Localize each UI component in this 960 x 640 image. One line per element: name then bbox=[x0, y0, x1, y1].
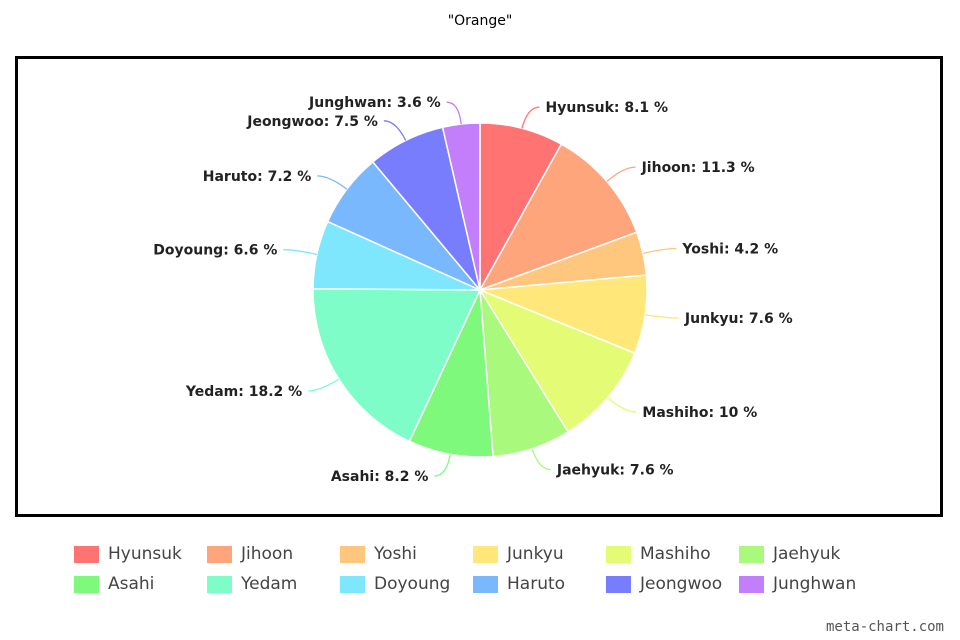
legend-label: Haruto bbox=[507, 574, 566, 594]
legend-label: Jeongwoo bbox=[640, 574, 723, 594]
legend-item-jaehyuk[interactable]: Jaehyuk bbox=[725, 543, 858, 565]
slice-label-junkyu: Junkyu: 7.6 % bbox=[684, 311, 793, 327]
legend-item-jihoon[interactable]: Jihoon bbox=[193, 543, 326, 565]
slice-label-yoshi: Yoshi: 4.2 % bbox=[681, 242, 778, 258]
leader-line-mashiho bbox=[607, 397, 637, 413]
leader-lines bbox=[283, 101, 679, 477]
legend-swatch bbox=[739, 545, 764, 563]
legend-swatch bbox=[473, 575, 498, 593]
slice-label-junghwan: Junghwan: 3.6 % bbox=[308, 95, 441, 111]
leader-line-jeongwoo bbox=[383, 120, 407, 141]
legend-swatch bbox=[207, 545, 232, 563]
legend-label: Jihoon bbox=[241, 544, 294, 564]
legend-item-doyoung[interactable]: Doyoung bbox=[326, 573, 459, 595]
legend-swatch bbox=[606, 545, 631, 563]
slice-labels: Hyunsuk: 8.1 % Jihoon: 11.3 % Yoshi: 4.2 %… bbox=[153, 95, 792, 485]
legend-swatch bbox=[473, 545, 498, 563]
legend-label: Doyoung bbox=[374, 574, 451, 594]
slice-label-doyoung: Doyoung: 6.6 % bbox=[153, 243, 277, 259]
pie-slices bbox=[312, 122, 648, 458]
legend-item-hyunsuk[interactable]: Hyunsuk bbox=[60, 543, 193, 565]
leader-line-haruto bbox=[317, 175, 348, 190]
watermark: meta-chart.com bbox=[825, 619, 944, 635]
legend-swatch bbox=[340, 545, 365, 563]
legend-item-junkyu[interactable]: Junkyu bbox=[459, 543, 592, 565]
legend-item-mashiho[interactable]: Mashiho bbox=[592, 543, 725, 565]
legend-label: Asahi bbox=[108, 574, 155, 594]
slice-label-haruto: Haruto: 7.2 % bbox=[203, 169, 312, 185]
legend-item-jeongwoo[interactable]: Jeongwoo bbox=[592, 573, 725, 595]
legend-label: Hyunsuk bbox=[108, 544, 182, 564]
chart-frame bbox=[15, 56, 943, 517]
leader-line-jaehyuk bbox=[531, 448, 551, 471]
legend-label: Yedam bbox=[241, 574, 298, 594]
legend-swatch bbox=[207, 575, 232, 593]
legend-label: Yoshi bbox=[374, 544, 417, 564]
legend-swatch bbox=[739, 575, 764, 593]
slice-label-mashiho: Mashiho: 10 % bbox=[642, 405, 757, 421]
slice-label-jihoon: Jihoon: 11.3 % bbox=[641, 160, 755, 176]
leader-line-doyoung bbox=[283, 249, 317, 256]
slice-label-yedam: Yedam: 18.2 % bbox=[185, 384, 302, 400]
leader-line-yedam bbox=[308, 378, 340, 392]
legend-label: Junghwan bbox=[773, 574, 857, 594]
legend-label: Junkyu bbox=[507, 544, 564, 564]
slice-label-asahi: Asahi: 8.2 % bbox=[331, 469, 429, 485]
legend-label: Mashiho bbox=[640, 544, 711, 564]
legend-swatch bbox=[74, 575, 99, 593]
legend-item-junghwan[interactable]: Junghwan bbox=[725, 573, 858, 595]
legend-item-asahi[interactable]: Asahi bbox=[60, 573, 193, 595]
slice-label-jaehyuk: Jaehyuk: 7.6 % bbox=[556, 463, 674, 479]
slice-label-hyunsuk: Hyunsuk: 8.1 % bbox=[546, 100, 669, 116]
pie-slice-jihoon bbox=[478, 143, 638, 292]
chart-title: "Orange" bbox=[447, 13, 513, 29]
leader-line-yoshi bbox=[642, 247, 677, 255]
pie-slice-mashiho bbox=[478, 288, 636, 433]
legend-item-yedam[interactable]: Yedam bbox=[193, 573, 326, 595]
leader-line-junkyu bbox=[645, 314, 679, 319]
legend: Hyunsuk Jihoon Yoshi Junkyu Mashiho Jaehyuk As… bbox=[60, 543, 920, 595]
legend-item-haruto[interactable]: Haruto bbox=[459, 573, 592, 595]
pie-slice-yedam bbox=[312, 287, 482, 443]
leader-line-hyunsuk bbox=[521, 106, 540, 129]
legend-swatch bbox=[340, 575, 365, 593]
leader-line-jihoon bbox=[606, 166, 636, 182]
leader-line-junghwan bbox=[446, 101, 462, 125]
leader-line-asahi bbox=[434, 454, 451, 477]
legend-swatch bbox=[606, 575, 631, 593]
legend-swatch bbox=[74, 545, 99, 563]
legend-label: Jaehyuk bbox=[773, 544, 841, 564]
slice-label-jeongwoo: Jeongwoo: 7.5 % bbox=[246, 114, 378, 130]
legend-item-yoshi[interactable]: Yoshi bbox=[326, 543, 459, 565]
